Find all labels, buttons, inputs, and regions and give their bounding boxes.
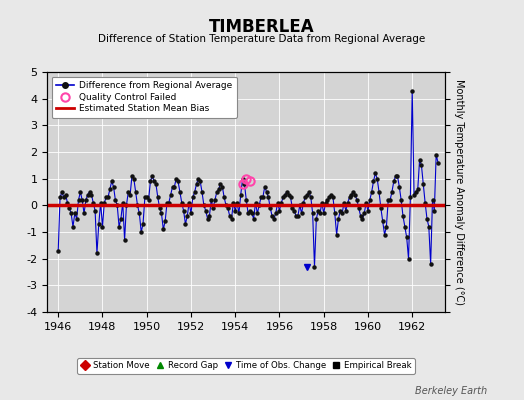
Legend: Station Move, Record Gap, Time of Obs. Change, Empirical Break: Station Move, Record Gap, Time of Obs. C…	[78, 358, 415, 374]
Legend: Difference from Regional Average, Quality Control Failed, Estimated Station Mean: Difference from Regional Average, Qualit…	[52, 76, 236, 118]
Y-axis label: Monthly Temperature Anomaly Difference (°C): Monthly Temperature Anomaly Difference (…	[454, 79, 464, 305]
Text: Difference of Station Temperature Data from Regional Average: Difference of Station Temperature Data f…	[99, 34, 425, 44]
Text: TIMBERLEA: TIMBERLEA	[209, 18, 315, 36]
Text: Berkeley Earth: Berkeley Earth	[415, 386, 487, 396]
